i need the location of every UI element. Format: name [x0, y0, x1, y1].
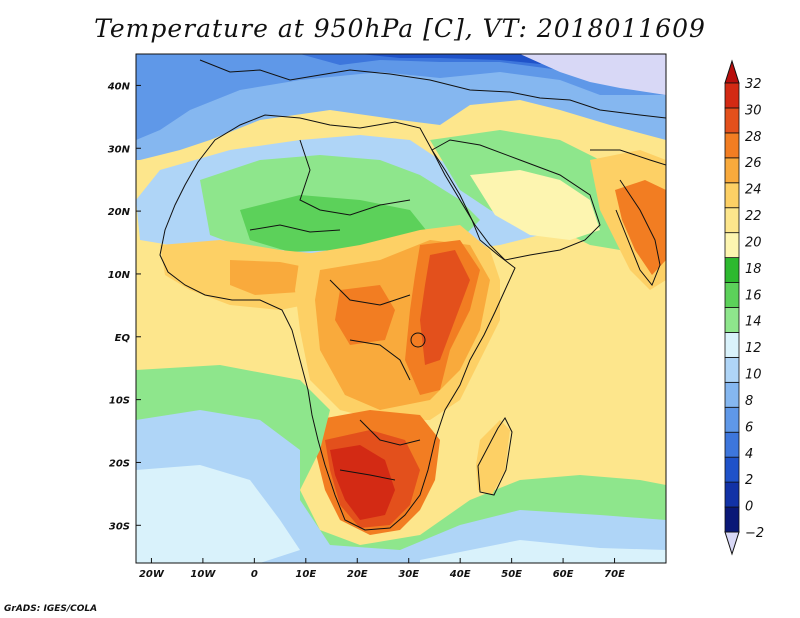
colorbar-swatch [724, 157, 740, 184]
arabia-coastline [431, 139, 601, 261]
colorbar-label: 12 [745, 341, 762, 356]
colorbar-label: 4 [745, 447, 753, 462]
colorbar-swatch [724, 307, 740, 333]
colorbar-swatch [724, 282, 740, 308]
colorbar-swatch [724, 107, 740, 134]
colorbar-label: 28 [745, 130, 762, 145]
colorbar-label: 22 [745, 209, 762, 224]
colorbar-swatch [724, 182, 740, 209]
colorbar-label: 20 [745, 235, 762, 250]
y-tick-label: 20N [108, 207, 131, 218]
field-india-hot [615, 180, 666, 275]
field-madagascar [476, 420, 510, 495]
colorbar-swatch [724, 431, 740, 458]
y-tick-label: 40N [107, 81, 131, 92]
colorbar-swatch [724, 232, 740, 259]
colorbar-label: 10 [745, 368, 762, 383]
field-arabia-warm [470, 170, 600, 240]
colorbar-label: 2 [745, 473, 753, 488]
colorbar-label: 26 [745, 156, 762, 171]
map-title: Temperature at 950hPa [C], VT: 201801160… [94, 14, 706, 43]
colorbar-swatch [724, 406, 740, 433]
x-tick-label: 20W [139, 569, 165, 580]
colorbar-label: 8 [745, 394, 753, 409]
colorbar-swatch [724, 481, 740, 508]
colorbar-label: 0 [745, 500, 753, 515]
temperature-field [136, 54, 666, 563]
colorbar-low-arrow [724, 531, 740, 556]
colorbar-swatch [724, 132, 740, 159]
colorbar-label: 24 [745, 183, 762, 198]
colorbar-swatch [724, 506, 740, 533]
x-tick-label: 0 [251, 569, 258, 580]
colorbar-high-arrow [724, 59, 740, 84]
colorbar-swatch [724, 257, 740, 283]
field-cooler-north [136, 54, 666, 140]
x-axis: 20W 10W 0 10E 20E 30E 40E 50E 60E 70E [139, 558, 625, 580]
europe-coastline [199, 59, 666, 119]
coastlines [159, 59, 666, 531]
y-tick-label: 10N [108, 270, 131, 281]
x-tick-label: 70E [604, 569, 625, 580]
colorbar-label: 14 [745, 315, 762, 330]
y-axis: 40N 30N 20N 10N EQ 10S 20S 30S [107, 81, 141, 532]
field-colder-north [360, 54, 560, 64]
colorbar-label: 32 [745, 77, 762, 92]
colorbar-label: 30 [745, 103, 762, 118]
y-tick-label: 30N [108, 144, 131, 155]
colorbar-swatch [724, 207, 740, 234]
x-tick-label: 20E [347, 569, 368, 580]
x-tick-label: 50E [501, 569, 522, 580]
field-south-indian-cooler [420, 540, 666, 563]
colorbar-swatch [724, 332, 740, 358]
credit-text: GrADS: IGES/COLA [4, 604, 98, 614]
colorbar-swatch [724, 456, 740, 483]
lake-victoria [410, 332, 426, 348]
field-sahel-mild [240, 195, 430, 252]
colorbar-label: 18 [745, 262, 762, 277]
colorbar-swatch [724, 356, 740, 383]
colorbar-label: −2 [745, 526, 764, 541]
field-eastafrica-hottest [420, 250, 470, 365]
x-tick-label: 30E [398, 569, 419, 580]
field-highland-north [520, 54, 666, 95]
x-tick-label: 60E [553, 569, 574, 580]
x-tick-label: 10W [190, 569, 216, 580]
y-tick-label: 30S [109, 521, 130, 532]
madagascar-coastline [477, 417, 513, 496]
y-tick-label: 20S [109, 458, 130, 469]
colorbar-swatch [724, 381, 740, 408]
plot-frame [135, 53, 667, 564]
colorbar-swatch [724, 82, 740, 109]
y-tick-label: 10S [109, 396, 130, 407]
country-borders [249, 139, 421, 481]
x-tick-label: 10E [295, 569, 316, 580]
india-coastline [590, 149, 666, 286]
y-tick-label: EQ [115, 333, 131, 344]
colorbar-label: 16 [745, 288, 762, 303]
colorbar-label: 6 [745, 420, 753, 435]
africa-coastline [159, 114, 516, 531]
x-tick-label: 40E [449, 569, 471, 580]
field-south-atlantic-cooler [136, 465, 300, 563]
field-south-hottest [330, 445, 395, 520]
